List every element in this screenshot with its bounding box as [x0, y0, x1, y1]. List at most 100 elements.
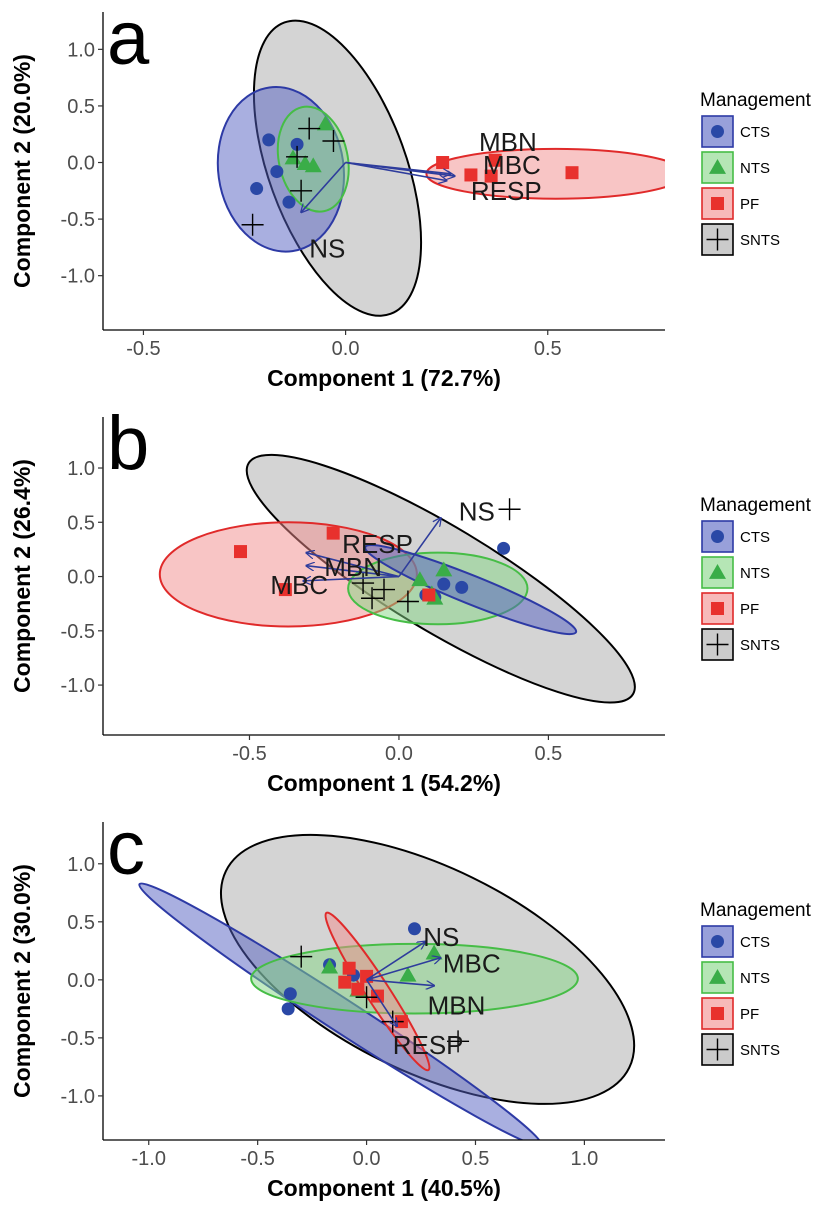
point-nts [304, 157, 322, 173]
legend: Management CTS NTS PF SNTS [700, 495, 812, 661]
point-cts [283, 987, 297, 1001]
x-axis-title: Component 1 (54.2%) [267, 770, 501, 796]
point-cts [455, 580, 469, 594]
legend-label: SNTS [740, 637, 780, 654]
legend-title: Management [700, 90, 812, 111]
ellipse-pf [425, 147, 665, 200]
legend-marker-pf [711, 602, 724, 615]
y-tick-label: -1.0 [61, 266, 95, 288]
loading-arrow-ns [398, 518, 441, 578]
legend-marker-nts [709, 564, 726, 579]
legend-marker-cts [711, 530, 724, 543]
legend-marker-pf [711, 197, 724, 210]
point-pf [565, 166, 579, 180]
point-cts [250, 182, 264, 196]
panel-label: a [107, 0, 150, 81]
point-cts [497, 541, 511, 555]
point-pf [436, 156, 450, 170]
y-tick-label: 0.5 [67, 912, 95, 934]
point-cts [270, 165, 284, 179]
loading-label-ns: NS [423, 922, 459, 952]
loading-arrow-mbn [306, 566, 400, 578]
point-nts [399, 966, 417, 982]
loading-label-mbn: MBN [428, 990, 486, 1020]
y-tick-label: -0.5 [61, 1028, 95, 1050]
y-tick-label: 1.0 [67, 39, 95, 61]
x-tick-label: 0.0 [353, 1148, 381, 1170]
point-pf [342, 961, 356, 975]
loading-label-mbc: MBC [270, 570, 328, 600]
legend-label: NTS [740, 160, 770, 177]
point-nts [435, 561, 453, 577]
ellipse-cts [364, 544, 578, 636]
loading-label-ns: NS [309, 234, 345, 264]
point-snts [322, 130, 345, 153]
legend-item-nts: NTS [701, 151, 770, 184]
legend-item-cts: CTS [701, 115, 770, 148]
legend-label: CTS [740, 934, 770, 951]
legend-label: NTS [740, 565, 770, 582]
y-tick-label: 0.0 [67, 567, 95, 589]
legend-marker-nts [709, 159, 726, 174]
legend-label: PF [740, 601, 759, 618]
x-tick-label: 0.5 [535, 743, 563, 765]
point-pf [484, 169, 498, 183]
point-cts [407, 922, 421, 936]
point-pf [351, 982, 365, 996]
loading-arrow-mbc [345, 161, 455, 177]
legend-marker-cts [711, 125, 724, 138]
y-tick-label: 1.0 [67, 458, 95, 480]
legend-label: SNTS [740, 1042, 780, 1059]
x-tick-label: 0.0 [385, 743, 413, 765]
y-tick-label: 0.5 [67, 96, 95, 118]
point-snts [361, 587, 384, 610]
legend-item-nts: NTS [701, 556, 770, 589]
y-tick-label: -0.5 [61, 621, 95, 643]
legend-item-snts: SNTS [701, 223, 780, 256]
x-tick-label: -0.5 [240, 1148, 274, 1170]
legend-label: NTS [740, 970, 770, 987]
point-snts [396, 590, 419, 613]
legend-label: PF [740, 196, 759, 213]
point-nts [316, 115, 334, 131]
point-pf [326, 526, 340, 540]
legend-label: SNTS [740, 232, 780, 249]
loading-label-mbc: MBC [443, 949, 501, 979]
y-tick-label: 0.0 [67, 153, 95, 175]
point-snts [241, 213, 264, 236]
y-tick-label: -1.0 [61, 675, 95, 697]
point-pf [278, 583, 292, 597]
loading-arrow-mbc [303, 575, 399, 581]
x-tick-label: -0.5 [126, 338, 160, 360]
point-pf [422, 588, 436, 602]
loading-label-resp: RESP [393, 1030, 464, 1060]
legend-label: CTS [740, 124, 770, 141]
point-pf [488, 153, 502, 167]
panel-c: NS MBC MBN RESP -1.0 -0.5 0.0 0.5 1.0 -1.0 -0.5 0.0… [0, 806, 837, 1210]
loading-label-mbn: MBN [479, 127, 537, 157]
legend-item-pf: PF [701, 997, 759, 1030]
point-snts [290, 179, 313, 202]
legend-marker-snts [706, 228, 729, 251]
point-cts [281, 1002, 295, 1016]
point-cts [262, 133, 276, 147]
legend-marker-snts [706, 1038, 729, 1061]
legend: Management CTS NTS PF SNTS [700, 900, 812, 1066]
y-tick-label: 1.0 [67, 854, 95, 876]
legend-label: CTS [740, 529, 770, 546]
legend-item-snts: SNTS [701, 1033, 780, 1066]
legend-marker-nts [709, 969, 726, 984]
plot-area-a [216, 19, 665, 317]
loading-label-ns: NS [459, 496, 495, 526]
loading-label-resp: RESP [471, 176, 542, 206]
point-nts [411, 571, 429, 587]
y-tick-label: -0.5 [61, 209, 95, 231]
loading-arrow-resp [345, 161, 447, 181]
legend-item-pf: PF [701, 187, 759, 220]
loading-arrow-resp [365, 979, 397, 1026]
point-cts [437, 577, 451, 591]
point-pf [234, 545, 248, 559]
legend-marker-cts [711, 935, 724, 948]
